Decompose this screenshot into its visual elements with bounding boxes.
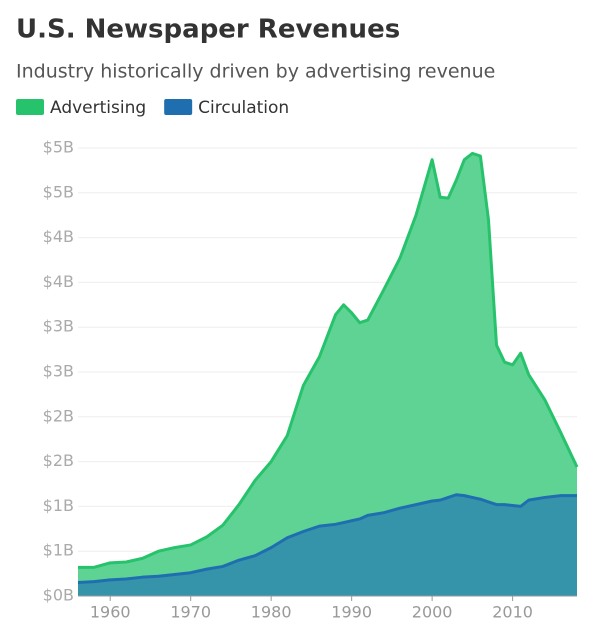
legend-swatch [16, 99, 44, 115]
x-tick-label: 2010 [492, 603, 533, 622]
chart-subtitle: Industry historically driven by advertis… [16, 61, 495, 83]
y-tick-label: $1B [43, 541, 74, 560]
y-tick-label: $2B [43, 451, 74, 470]
legend-label: Circulation [198, 98, 289, 118]
y-tick-label: $5B [43, 182, 74, 201]
line [78, 151, 579, 569]
x-tick-label: 1970 [170, 603, 211, 622]
legend-label: Advertising [50, 98, 146, 118]
y-tick-label: $1B [43, 496, 74, 515]
y-tick-label: $0B [43, 586, 74, 605]
x-tick-label: 1990 [331, 603, 372, 622]
y-tick-label: $3B [43, 317, 74, 336]
legend-swatch [164, 99, 193, 115]
y-tick-label: $3B [43, 362, 74, 381]
x-tick-label: 2000 [412, 603, 453, 622]
y-tick-label: $5B [43, 138, 74, 157]
line [77, 493, 577, 585]
x-tick-label: 1980 [251, 603, 292, 622]
y-tick-label: $4B [43, 272, 74, 291]
chart-title: U.S. Newspaper Revenues [16, 15, 400, 45]
area [78, 153, 577, 583]
y-tick-label: $4B [43, 227, 74, 246]
x-tick-label: 1960 [90, 603, 131, 622]
y-tick-label: $2B [43, 406, 74, 425]
